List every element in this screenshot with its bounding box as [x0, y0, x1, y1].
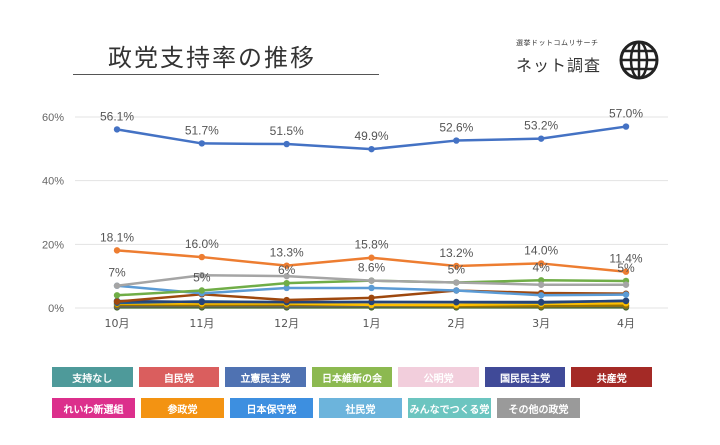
brand-title: ネット調査: [516, 56, 602, 75]
data-label: 13.3%: [270, 246, 304, 260]
data-label: 4%: [532, 260, 550, 274]
brand-block: 選挙ドットコムリサーチ ネット調査: [516, 38, 601, 76]
x-tick-label: 3月: [532, 317, 550, 330]
data-point: [283, 279, 290, 287]
data-point: [537, 260, 545, 267]
legend-item: みんなでつくる党: [408, 398, 491, 418]
y-tick-label: 20%: [42, 239, 64, 251]
y-tick-label: 40%: [42, 176, 64, 188]
data-point: [198, 298, 206, 306]
data-point: [113, 292, 121, 299]
legend-row: れいわ新選組 参政党 日本保守党 社民党 みんなでつくる党 その他の政党: [52, 398, 652, 418]
data-point: [113, 126, 121, 133]
data-point: [198, 253, 206, 261]
data-point: [113, 247, 121, 254]
data-label: 56.1%: [100, 109, 134, 123]
x-tick-label: 1月: [363, 317, 381, 330]
x-tick-label: 4月: [617, 317, 635, 330]
legend-item: 社民党: [319, 398, 402, 418]
data-point: [283, 272, 290, 280]
legend-item: 共産党: [571, 367, 653, 387]
data-label: 14.0%: [524, 243, 558, 257]
data-point: [453, 262, 460, 270]
data-point: [453, 298, 460, 306]
data-point: [453, 279, 460, 286]
data-point: [537, 281, 545, 288]
data-point: [368, 294, 375, 302]
legend: 支持なし 自民党 立憲民主党 日本維新の会 公明党 国民民主党 共産党 れいわ新選組 参政党 日本…: [52, 367, 653, 429]
legend-item: 公明党: [398, 367, 479, 387]
data-label: 51.5%: [270, 124, 304, 138]
legend-item: 立憲民主党: [225, 367, 306, 387]
data-label: 18.1%: [100, 230, 134, 244]
data-point: [453, 287, 460, 294]
data-label: 15.8%: [354, 238, 388, 252]
data-point: [368, 254, 375, 261]
data-point: [622, 123, 630, 130]
data-point: [283, 296, 290, 304]
data-label: 5%: [193, 270, 211, 284]
data-point: [622, 268, 630, 275]
legend-item: れいわ新選組: [52, 398, 135, 418]
data-point: [622, 291, 630, 298]
legend-item: 日本維新の会: [311, 367, 393, 387]
data-point: [622, 281, 630, 288]
data-label: 52.6%: [439, 121, 473, 135]
data-point: [622, 297, 630, 305]
data-label: 16.0%: [185, 237, 219, 251]
data-point: [368, 145, 375, 153]
brand-subtitle: 選挙ドットコムリサーチ: [516, 39, 599, 47]
data-point: [198, 140, 206, 147]
data-label: 11.4%: [609, 252, 642, 266]
x-tick-label: 2月: [447, 317, 465, 330]
data-point: [368, 277, 375, 284]
data-point: [537, 298, 545, 306]
x-tick-label: 10月: [105, 317, 130, 330]
data-point: [537, 277, 545, 284]
data-point: [198, 272, 206, 279]
data-point: [283, 262, 290, 269]
globe-icon: [619, 40, 659, 80]
data-label: 8.6%: [358, 261, 386, 275]
data-point: [113, 282, 121, 289]
data-point: [537, 135, 545, 142]
data-point: [113, 298, 121, 305]
data-label: 49.9%: [354, 129, 388, 143]
legend-item: 支持なし: [52, 367, 133, 387]
page-title: 政党支持率の推移: [108, 44, 316, 72]
y-tick-label: 60%: [42, 112, 64, 124]
data-label: 7%: [108, 266, 126, 280]
line-chart: 0% 20% 40% 60% 10月 11月 12月 1月 2月 3月 4月 56.1% 51.7% 51…: [42, 107, 668, 330]
data-label: 6%: [278, 263, 296, 277]
data-label: 53.2%: [524, 119, 558, 133]
data-label: 13.2%: [439, 246, 473, 260]
data-point: [198, 287, 206, 294]
title-underline: [73, 74, 379, 75]
data-point: [537, 292, 545, 299]
x-tick-label: 11月: [189, 317, 214, 330]
data-label: 57.0%: [609, 107, 643, 121]
data-label: 5%: [448, 263, 466, 277]
data-label: 5%: [617, 261, 635, 275]
legend-item: 日本保守党: [230, 398, 313, 418]
legend-item: 自民党: [138, 367, 220, 387]
legend-item: 参政党: [141, 398, 224, 418]
data-point: [283, 284, 290, 292]
data-point: [283, 140, 290, 148]
legend-item: その他の政党: [497, 398, 580, 418]
data-point: [368, 284, 375, 292]
legend-row: 支持なし 自民党 立憲民主党 日本維新の会 公明党 国民民主党 共産党: [52, 367, 653, 387]
legend-item: 国民民主党: [484, 367, 566, 387]
y-tick-label: 0%: [48, 303, 64, 315]
data-point: [453, 137, 460, 144]
x-tick-label: 12月: [274, 317, 299, 330]
data-label: 51.7%: [185, 123, 219, 137]
